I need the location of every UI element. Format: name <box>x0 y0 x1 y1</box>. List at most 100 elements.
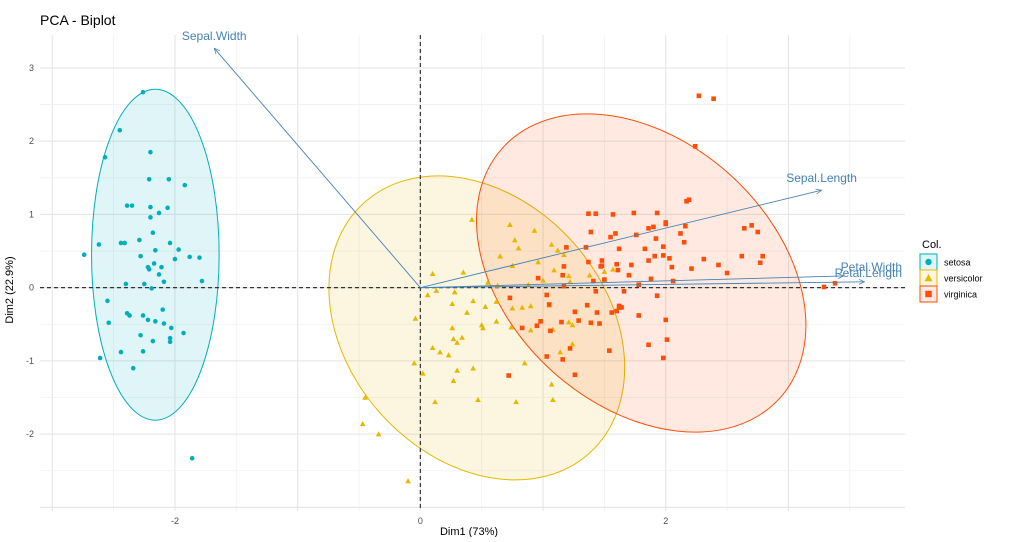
point-virginica <box>642 246 648 252</box>
point-versicolor <box>459 334 465 340</box>
point-virginica <box>614 308 619 314</box>
point-setosa <box>81 252 87 257</box>
point-setosa <box>138 253 143 259</box>
point-virginica <box>660 244 666 249</box>
point-setosa <box>176 247 181 252</box>
y-tick-label: 1 <box>29 209 34 219</box>
point-virginica <box>538 319 543 324</box>
point-virginica <box>572 372 578 378</box>
point-versicolor <box>610 266 616 272</box>
point-versicolor <box>586 272 593 278</box>
point-setosa <box>160 307 165 312</box>
point-virginica <box>610 212 616 217</box>
point-setosa <box>124 203 130 208</box>
point-virginica <box>741 226 747 231</box>
point-virginica <box>584 302 590 308</box>
point-virginica <box>608 234 613 240</box>
point-setosa <box>166 176 172 182</box>
point-versicolor <box>375 431 382 437</box>
y-axis-label: Dim2 (22.9%) <box>4 256 16 323</box>
point-versicolor <box>470 297 476 304</box>
point-setosa <box>140 313 146 318</box>
point-virginica <box>686 197 692 203</box>
y-tick-label: 2 <box>29 136 34 146</box>
point-virginica <box>663 221 669 227</box>
point-versicolor <box>527 327 534 333</box>
point-setosa <box>127 313 132 318</box>
point-virginica <box>652 253 658 259</box>
point-setosa <box>140 349 146 354</box>
point-virginica <box>663 317 669 323</box>
point-virginica <box>615 267 621 273</box>
point-versicolor <box>480 325 486 331</box>
point-virginica <box>591 278 596 284</box>
arrow-sepal-width <box>214 48 421 288</box>
point-setosa <box>148 204 153 210</box>
point-virginica <box>716 262 721 268</box>
point-setosa <box>129 203 135 208</box>
point-versicolor <box>549 396 556 402</box>
point-virginica <box>621 289 627 294</box>
arrow-label: Sepal.Length <box>786 171 857 185</box>
point-versicolor <box>561 251 567 257</box>
chart-title: PCA - Biplot <box>40 12 116 28</box>
point-virginica <box>757 260 763 266</box>
point-virginica <box>506 373 511 378</box>
point-virginica <box>588 229 594 235</box>
point-versicolor <box>497 253 503 259</box>
point-setosa <box>97 355 103 361</box>
point-virginica <box>664 337 670 342</box>
point-versicolor <box>493 298 500 304</box>
point-virginica <box>559 319 564 325</box>
x-tick-label: 0 <box>418 516 423 526</box>
grid-lines <box>40 35 905 511</box>
legend-label: versicolor <box>944 274 983 284</box>
arrow-sepal-length <box>420 190 821 289</box>
point-setosa <box>189 455 195 461</box>
point-virginica <box>519 325 525 331</box>
point-versicolor <box>429 270 436 277</box>
point-setosa <box>138 332 143 338</box>
point-virginica <box>678 231 683 236</box>
point-virginica <box>567 346 573 351</box>
point-setosa <box>130 365 136 371</box>
ellipse-versicolor <box>328 175 626 481</box>
point-virginica <box>586 211 591 216</box>
point-virginica <box>832 280 838 286</box>
y-tick-label: -1 <box>26 356 34 366</box>
point-setosa <box>118 349 124 355</box>
arrow-label: Petal.Width <box>841 260 902 274</box>
point-virginica <box>586 259 591 265</box>
legend-title: Col. <box>922 239 942 251</box>
point-virginica <box>711 96 716 102</box>
point-versicolor <box>569 322 576 328</box>
point-virginica <box>684 198 689 204</box>
point-setosa <box>96 242 102 247</box>
point-versicolor <box>531 227 538 233</box>
point-virginica <box>660 355 666 361</box>
arrow-petal-width <box>420 276 843 289</box>
point-versicolor <box>433 287 440 293</box>
point-versicolor <box>540 277 546 283</box>
point-setosa <box>150 338 156 344</box>
point-virginica <box>760 253 765 259</box>
point-virginica <box>646 258 651 263</box>
point-virginica <box>548 328 553 334</box>
confidence-ellipses <box>91 88 807 481</box>
point-setosa <box>167 335 173 341</box>
point-setosa <box>167 339 173 345</box>
point-virginica <box>535 275 541 281</box>
point-virginica <box>616 246 622 252</box>
point-versicolor <box>437 349 443 355</box>
point-versicolor <box>601 268 608 274</box>
point-versicolor <box>449 325 456 331</box>
point-versicolor <box>412 315 419 321</box>
point-versicolor <box>464 309 470 315</box>
point-virginica <box>593 289 599 294</box>
point-setosa <box>117 127 123 133</box>
legend-symbol-virginica <box>925 290 932 298</box>
point-versicolor <box>508 324 515 330</box>
point-versicolor <box>551 267 557 273</box>
point-versicolor <box>548 381 555 387</box>
